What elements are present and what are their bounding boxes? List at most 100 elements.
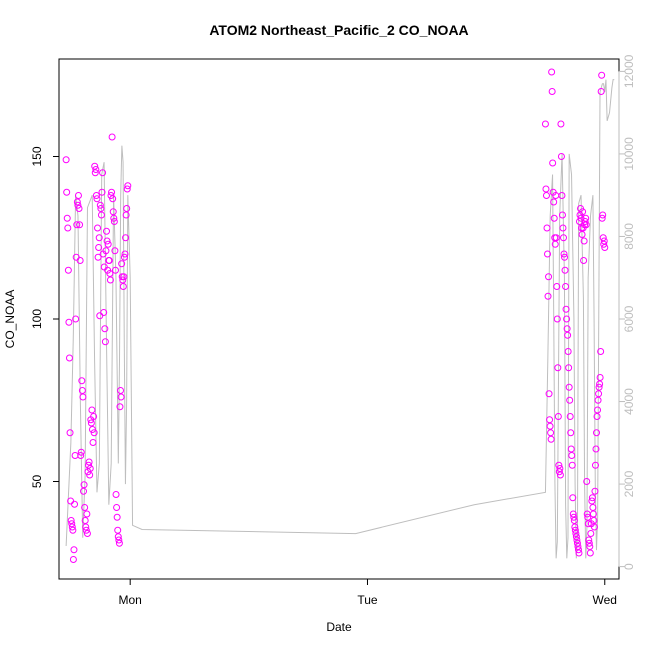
- data-point: [553, 283, 561, 290]
- data-point: [95, 244, 103, 251]
- data-point: [74, 201, 82, 209]
- data-point: [570, 517, 578, 524]
- data-point: [585, 536, 593, 544]
- data-point: [567, 429, 575, 437]
- data-point: [102, 247, 110, 255]
- data-point: [123, 205, 131, 212]
- data-point: [541, 120, 549, 128]
- data-point: [585, 539, 593, 547]
- data-point: [562, 305, 570, 313]
- data-point: [120, 273, 128, 281]
- data-point: [78, 387, 86, 394]
- data-point: [564, 331, 572, 339]
- data-point: [549, 159, 557, 167]
- data-point: [80, 481, 88, 489]
- data-point: [560, 250, 568, 258]
- data-point: [584, 520, 592, 528]
- data-point: [122, 234, 130, 242]
- data-point: [597, 88, 605, 95]
- data-point: [66, 429, 74, 437]
- data-point: [73, 221, 81, 229]
- data-point: [579, 208, 587, 216]
- data-point: [108, 188, 116, 196]
- data-point: [108, 133, 116, 141]
- data-point: [74, 192, 82, 199]
- data-point: [546, 416, 554, 424]
- data-point: [573, 536, 581, 544]
- data-point: [71, 500, 79, 508]
- data-point: [594, 396, 602, 404]
- data-point: [111, 266, 119, 274]
- data-point: [566, 396, 574, 404]
- y2-tick-label: 10000: [622, 137, 636, 171]
- data-point: [589, 504, 597, 511]
- data-point: [561, 266, 569, 274]
- data-point: [85, 461, 93, 469]
- data-point: [599, 234, 607, 242]
- data-point: [551, 240, 559, 248]
- data-point: [581, 218, 589, 225]
- data-point: [547, 429, 555, 437]
- data-point: [556, 465, 564, 472]
- data-point: [118, 260, 126, 268]
- data-point: [573, 539, 581, 547]
- data-point: [115, 539, 123, 547]
- data-point: [72, 315, 80, 323]
- data-point: [63, 214, 71, 222]
- data-point: [116, 403, 124, 411]
- data-point: [584, 513, 592, 521]
- data-point: [94, 224, 102, 232]
- data-point: [545, 390, 553, 398]
- y-axis-left: 50 100 150: [30, 146, 60, 488]
- data-point: [106, 276, 114, 284]
- data-point: [582, 214, 590, 222]
- data-point: [83, 510, 91, 518]
- data-point: [575, 549, 583, 557]
- data-point: [79, 393, 87, 401]
- y2-tick-label: 12000: [622, 54, 636, 88]
- data-point: [598, 214, 606, 222]
- data-point: [593, 429, 601, 437]
- data-point: [92, 166, 100, 173]
- data-point: [111, 247, 119, 255]
- data-point: [109, 195, 117, 203]
- data-point: [570, 513, 578, 521]
- data-point: [580, 237, 588, 245]
- data-point: [566, 413, 574, 420]
- data-point: [89, 439, 97, 446]
- chart-title: ATOM2 Northeast_Pacific_2 CO_NOAA: [209, 22, 468, 38]
- data-point: [545, 273, 553, 281]
- y-axis-right: 0 2000 4000 6000 8000 10000 12000: [618, 54, 636, 570]
- x-axis: Mon Tue Wed: [119, 578, 617, 607]
- data-point: [600, 240, 608, 248]
- data-point: [121, 250, 129, 258]
- data-point: [574, 546, 582, 554]
- data-point: [120, 253, 128, 261]
- data-point: [591, 487, 599, 495]
- data-point: [73, 198, 81, 206]
- y2-tick-label: 2000: [622, 470, 636, 497]
- data-point: [92, 192, 100, 199]
- data-point: [80, 487, 88, 495]
- data-point: [77, 448, 85, 456]
- data-point: [123, 185, 131, 193]
- data-point: [557, 120, 565, 128]
- data-point: [62, 156, 70, 164]
- data-point: [97, 205, 105, 212]
- data-point: [594, 406, 602, 414]
- data-point: [591, 461, 599, 469]
- data-point: [107, 192, 115, 199]
- data-point: [99, 169, 107, 177]
- data-point: [555, 468, 563, 476]
- data-point: [93, 195, 101, 203]
- data-point: [558, 192, 566, 199]
- data-point: [596, 374, 604, 381]
- data-point: [90, 429, 98, 437]
- data-point: [65, 318, 73, 326]
- data-point: [563, 315, 571, 323]
- data-point: [81, 517, 89, 524]
- data-point: [546, 422, 554, 430]
- data-point: [117, 393, 125, 401]
- data-point: [77, 452, 85, 459]
